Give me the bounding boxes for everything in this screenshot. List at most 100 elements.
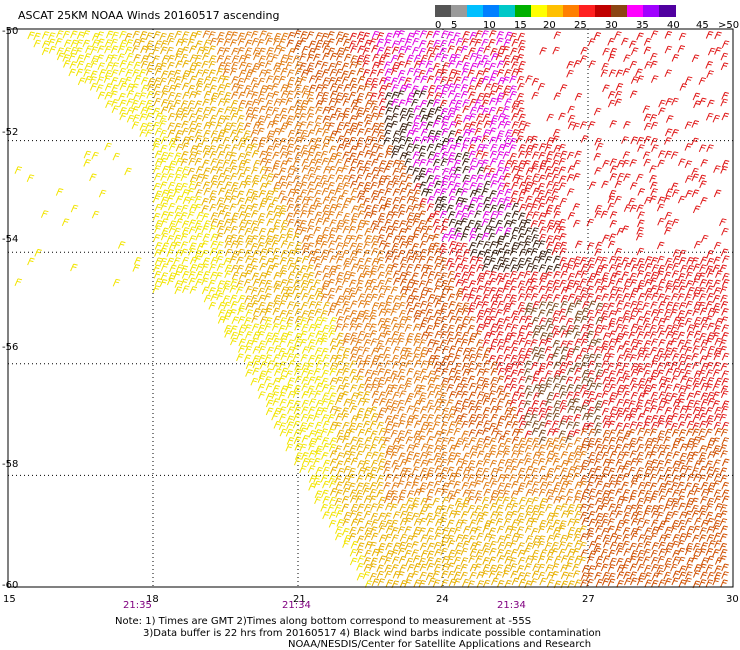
wind-barb (538, 195, 547, 204)
wind-barb (546, 241, 554, 250)
wind-barb (404, 38, 413, 47)
wind-barb (266, 52, 274, 61)
wind-barb (434, 53, 442, 61)
wind-barb (322, 52, 330, 61)
wind-barb (721, 370, 730, 378)
wind-barb (383, 353, 391, 362)
wind-barb (538, 465, 547, 474)
wind-barb (40, 210, 49, 218)
wind-barb (209, 114, 217, 123)
wind-barb (334, 60, 343, 69)
wind-barb (686, 265, 694, 273)
wind-barb (636, 247, 645, 256)
wind-barb (152, 121, 160, 130)
wind-barb (594, 465, 602, 474)
wind-barb (126, 98, 134, 106)
wind-barb (531, 91, 539, 100)
wind-barb (538, 285, 547, 294)
wind-barb (327, 248, 335, 256)
wind-barb (336, 112, 344, 121)
wind-barb (608, 370, 616, 378)
wind-barb (467, 375, 476, 384)
wind-barb (286, 241, 295, 250)
wind-barb (684, 363, 692, 371)
wind-barb (181, 142, 190, 151)
wind-barb (342, 151, 350, 160)
wind-barb (622, 527, 631, 535)
wind-barb (391, 564, 399, 572)
wind-barb (566, 488, 574, 497)
wind-barb (265, 190, 274, 198)
wind-barb (453, 526, 462, 535)
wind-barb (222, 128, 230, 137)
wind-barb (62, 30, 71, 39)
wind-barb (301, 376, 309, 385)
wind-barb (223, 62, 232, 70)
wind-barb (607, 202, 615, 211)
wind-barb (341, 165, 349, 173)
wind-barb (721, 227, 729, 236)
wind-barb (713, 421, 722, 430)
wind-barb (56, 52, 65, 61)
wind-barb (76, 54, 85, 63)
wind-barb (558, 157, 566, 166)
wind-barb (432, 62, 441, 71)
wind-barb (530, 143, 539, 152)
wind-barb (343, 53, 352, 62)
wind-barb (700, 496, 708, 504)
wind-barb (393, 277, 401, 286)
wind-barb (460, 338, 469, 347)
wind-barb (306, 91, 315, 100)
wind-barb (383, 165, 391, 174)
wind-barb (567, 405, 575, 414)
wind-barb (188, 271, 196, 279)
wind-barb (462, 226, 471, 234)
wind-barb (314, 347, 323, 355)
wind-barb (334, 422, 342, 430)
wind-barb (425, 278, 434, 287)
wind-barb (215, 249, 224, 258)
wind-barb (567, 452, 576, 460)
wind-barb (406, 92, 415, 101)
wind-barb (469, 519, 477, 528)
wind-barb (490, 143, 498, 152)
wind-barb (467, 69, 475, 78)
wind-barb (292, 189, 301, 197)
wind-barb (482, 427, 490, 436)
wind-barb (392, 130, 401, 138)
wind-barb (257, 115, 265, 123)
wind-barb (615, 390, 623, 399)
wind-barb (490, 323, 498, 332)
wind-barb (441, 128, 450, 136)
wind-barb (223, 82, 232, 91)
wind-barb (474, 496, 483, 504)
wind-barb (594, 309, 603, 317)
wind-barb (691, 189, 700, 198)
wind-barb (481, 159, 489, 168)
wind-barb (371, 158, 379, 167)
wind-barb (657, 196, 665, 205)
wind-barb (699, 420, 707, 429)
wind-barb (630, 136, 638, 145)
wind-barb (546, 442, 555, 451)
wind-barb (686, 420, 695, 429)
wind-barb (649, 331, 658, 339)
wind-barb (623, 571, 631, 580)
wind-barb (236, 190, 245, 199)
wind-barb (705, 369, 714, 377)
wind-barb (216, 241, 224, 249)
wind-barb (657, 217, 665, 226)
wind-barb (369, 420, 378, 429)
wind-barb (376, 68, 385, 77)
wind-barb (713, 279, 721, 288)
wind-barb (376, 167, 385, 175)
wind-barb (693, 100, 701, 109)
wind-barb (439, 210, 448, 219)
wind-barb (286, 39, 294, 48)
wind-barb (539, 475, 547, 483)
wind-barb (594, 572, 602, 580)
wind-barb (314, 421, 323, 430)
wind-barb (413, 75, 421, 84)
wind-barb (313, 279, 322, 287)
wind-barb (482, 211, 491, 219)
